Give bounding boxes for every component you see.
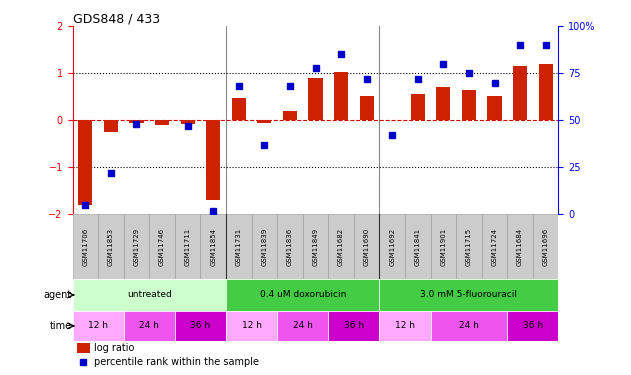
Bar	[334, 72, 348, 120]
Bar	[226, 311, 277, 340]
Bar	[507, 214, 533, 279]
Text: log ratio: log ratio	[95, 343, 135, 352]
Bar	[78, 342, 90, 353]
Bar	[379, 279, 558, 311]
Text: 24 h: 24 h	[139, 321, 159, 330]
Bar	[411, 94, 425, 120]
Bar	[73, 279, 226, 311]
Bar	[462, 90, 476, 120]
Text: 36 h: 36 h	[344, 321, 364, 330]
Text: GSM11849: GSM11849	[312, 228, 319, 266]
Bar	[430, 214, 456, 279]
Bar	[232, 98, 246, 120]
Bar	[360, 96, 374, 120]
Text: 12 h: 12 h	[242, 321, 262, 330]
Bar	[436, 87, 451, 120]
Bar	[277, 311, 328, 340]
Text: GSM11836: GSM11836	[287, 228, 293, 266]
Text: GSM11841: GSM11841	[415, 228, 421, 266]
Text: GSM11711: GSM11711	[185, 228, 191, 266]
Bar	[481, 214, 507, 279]
Text: 24 h: 24 h	[293, 321, 312, 330]
Text: 12 h: 12 h	[395, 321, 415, 330]
Text: 36 h: 36 h	[523, 321, 543, 330]
Bar	[201, 214, 226, 279]
Text: GSM11901: GSM11901	[440, 228, 446, 266]
Text: GSM11684: GSM11684	[517, 228, 523, 266]
Text: 36 h: 36 h	[191, 321, 211, 330]
Bar	[309, 78, 322, 120]
Bar	[226, 279, 379, 311]
Text: GSM11853: GSM11853	[108, 228, 114, 266]
Bar	[252, 214, 277, 279]
Bar	[175, 311, 226, 340]
Text: GSM11706: GSM11706	[83, 228, 88, 266]
Text: GSM11692: GSM11692	[389, 228, 395, 266]
Text: 0.4 uM doxorubicin: 0.4 uM doxorubicin	[259, 291, 346, 300]
Bar	[180, 120, 195, 124]
Text: GSM11729: GSM11729	[134, 228, 139, 266]
Text: GSM11682: GSM11682	[338, 228, 344, 266]
Bar	[73, 311, 124, 340]
Text: GSM11746: GSM11746	[159, 228, 165, 266]
Text: agent: agent	[44, 290, 72, 300]
Bar	[104, 120, 118, 132]
Bar	[124, 311, 175, 340]
Bar	[257, 120, 271, 123]
Bar	[226, 214, 252, 279]
Text: GSM11690: GSM11690	[363, 228, 370, 266]
Text: GSM11854: GSM11854	[210, 228, 216, 266]
Bar	[513, 66, 527, 120]
Text: GSM11731: GSM11731	[236, 228, 242, 266]
Bar	[283, 111, 297, 120]
Text: untreated: untreated	[127, 291, 172, 300]
Bar	[206, 120, 220, 200]
Text: GSM11724: GSM11724	[492, 228, 497, 266]
Bar	[129, 120, 143, 123]
Bar	[533, 214, 558, 279]
Text: 12 h: 12 h	[88, 321, 108, 330]
Bar	[379, 311, 430, 340]
Bar	[456, 214, 481, 279]
Bar	[175, 214, 201, 279]
Bar	[78, 120, 92, 205]
Bar	[430, 311, 507, 340]
Text: GSM11696: GSM11696	[543, 228, 548, 266]
Bar	[354, 214, 379, 279]
Text: GSM11839: GSM11839	[261, 228, 268, 266]
Bar	[277, 214, 303, 279]
Text: GDS848 / 433: GDS848 / 433	[73, 12, 160, 25]
Text: percentile rank within the sample: percentile rank within the sample	[95, 357, 259, 367]
Bar	[488, 96, 502, 120]
Bar	[155, 120, 169, 125]
Bar	[405, 214, 430, 279]
Bar	[328, 214, 354, 279]
Bar	[98, 214, 124, 279]
Bar	[507, 311, 558, 340]
Bar	[150, 214, 175, 279]
Text: GSM11715: GSM11715	[466, 228, 472, 266]
Bar	[124, 214, 150, 279]
Bar	[379, 214, 405, 279]
Bar	[539, 64, 553, 120]
Text: 3.0 mM 5-fluorouracil: 3.0 mM 5-fluorouracil	[420, 291, 517, 300]
Bar	[73, 214, 98, 279]
Bar	[328, 311, 379, 340]
Text: 24 h: 24 h	[459, 321, 479, 330]
Bar	[303, 214, 328, 279]
Text: time: time	[50, 321, 72, 331]
